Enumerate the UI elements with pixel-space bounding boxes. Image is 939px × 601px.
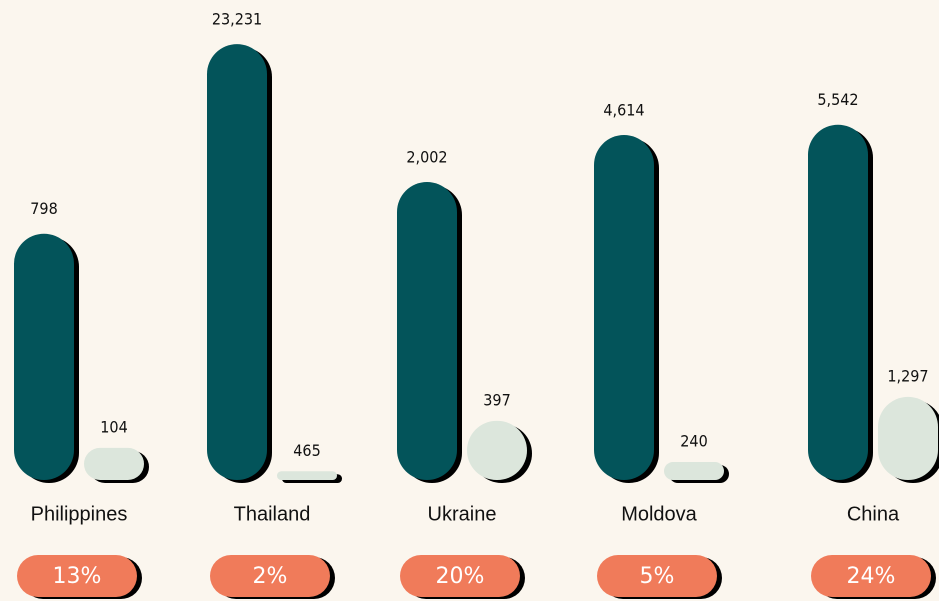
category-label: China bbox=[847, 503, 900, 525]
share-pill bbox=[597, 555, 717, 597]
value-label: 23,231 bbox=[212, 10, 262, 29]
share-label: 20% bbox=[436, 564, 485, 589]
category-label: Ukraine bbox=[428, 503, 497, 525]
value-label: 798 bbox=[30, 199, 57, 218]
main-bar bbox=[397, 181, 457, 480]
share-pill bbox=[17, 555, 137, 597]
secondary-bar bbox=[467, 420, 527, 480]
share-pill bbox=[210, 555, 330, 597]
main-bar bbox=[14, 233, 74, 480]
share-pill bbox=[400, 555, 520, 597]
value-label: 397 bbox=[483, 390, 510, 409]
category-label: Philippines bbox=[31, 503, 128, 525]
share-label: 13% bbox=[53, 564, 102, 589]
value-label: 240 bbox=[680, 432, 707, 451]
category-label: Moldova bbox=[621, 503, 697, 525]
share-label: 2% bbox=[253, 564, 288, 589]
value-label: 2,002 bbox=[406, 147, 447, 166]
secondary-bar bbox=[84, 447, 144, 480]
secondary-bar bbox=[878, 396, 938, 480]
main-bar bbox=[594, 135, 654, 480]
share-label: 5% bbox=[640, 564, 675, 589]
value-label: 465 bbox=[293, 441, 320, 460]
value-label: 1,297 bbox=[887, 366, 928, 385]
category-label: Thailand bbox=[234, 503, 311, 525]
main-bar bbox=[808, 124, 868, 480]
value-label: 104 bbox=[100, 417, 127, 436]
share-pill bbox=[811, 555, 931, 597]
main-bar bbox=[207, 44, 267, 480]
share-label: 24% bbox=[847, 564, 896, 589]
secondary-bar bbox=[277, 471, 337, 480]
value-label: 5,542 bbox=[817, 90, 858, 109]
secondary-bar bbox=[664, 462, 724, 480]
value-label: 4,614 bbox=[603, 101, 644, 120]
